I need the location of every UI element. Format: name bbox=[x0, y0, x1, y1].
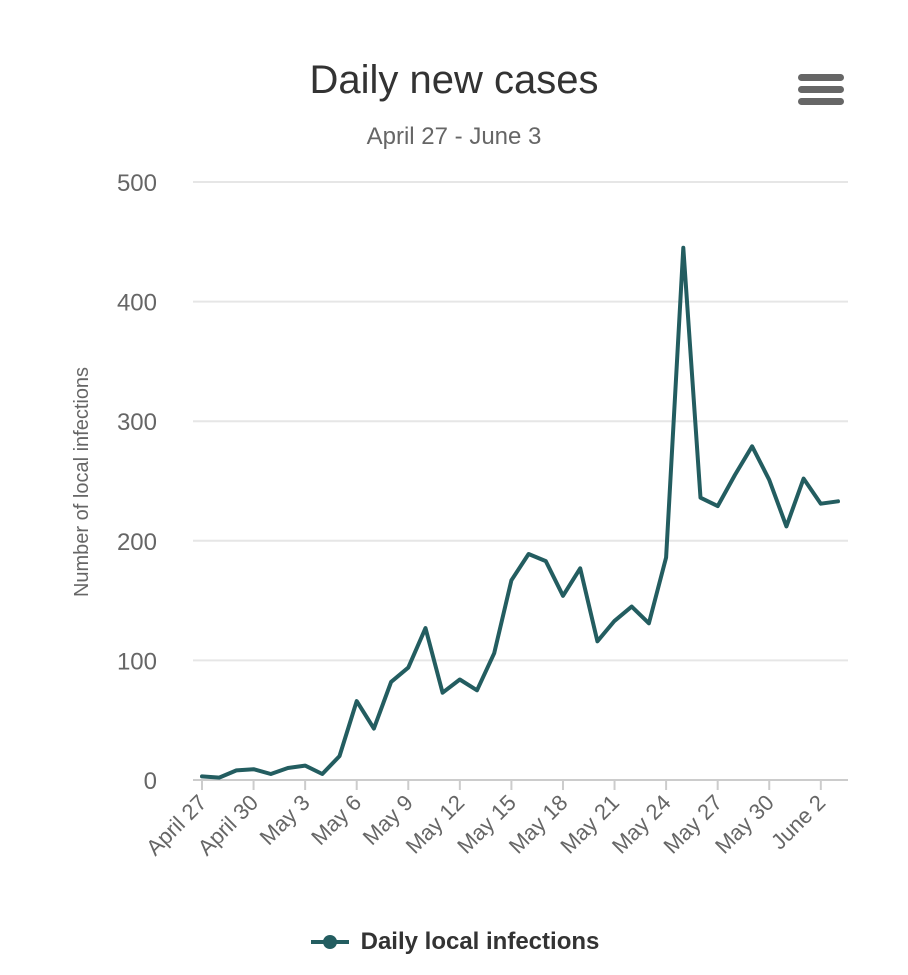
x-tick-label: May 30 bbox=[710, 790, 779, 859]
y-tick-label: 100 bbox=[117, 648, 157, 675]
y-tick-label: 0 bbox=[144, 768, 157, 795]
series-layer bbox=[200, 245, 840, 780]
legend-marker-icon bbox=[310, 935, 349, 949]
y-tick-label: 200 bbox=[117, 529, 157, 556]
menu-bar bbox=[798, 98, 844, 105]
legend-label: Daily local infections bbox=[360, 928, 600, 955]
y-tick-label: 300 bbox=[117, 409, 157, 436]
chart-title: Daily new cases bbox=[309, 58, 599, 102]
y-axis-label: Number of local infections bbox=[71, 367, 93, 597]
grid-lines bbox=[193, 181, 848, 781]
menu-bar bbox=[798, 86, 844, 93]
y-tick-label: 500 bbox=[117, 170, 157, 197]
menu-bar bbox=[798, 74, 844, 81]
x-tick-label: May 3 bbox=[255, 790, 315, 850]
hamburger-menu-icon[interactable] bbox=[798, 74, 844, 112]
x-tick-label: May 6 bbox=[306, 790, 366, 850]
y-tick-label: 400 bbox=[117, 290, 157, 317]
y-axis-ticks: 0 100 200 300 400 500 bbox=[117, 170, 157, 795]
legend-item[interactable]: Daily local infections bbox=[0, 928, 908, 957]
chart-subtitle: April 27 - June 3 bbox=[366, 123, 542, 150]
x-tick-label: June 2 bbox=[766, 790, 830, 854]
series-line bbox=[200, 245, 840, 780]
